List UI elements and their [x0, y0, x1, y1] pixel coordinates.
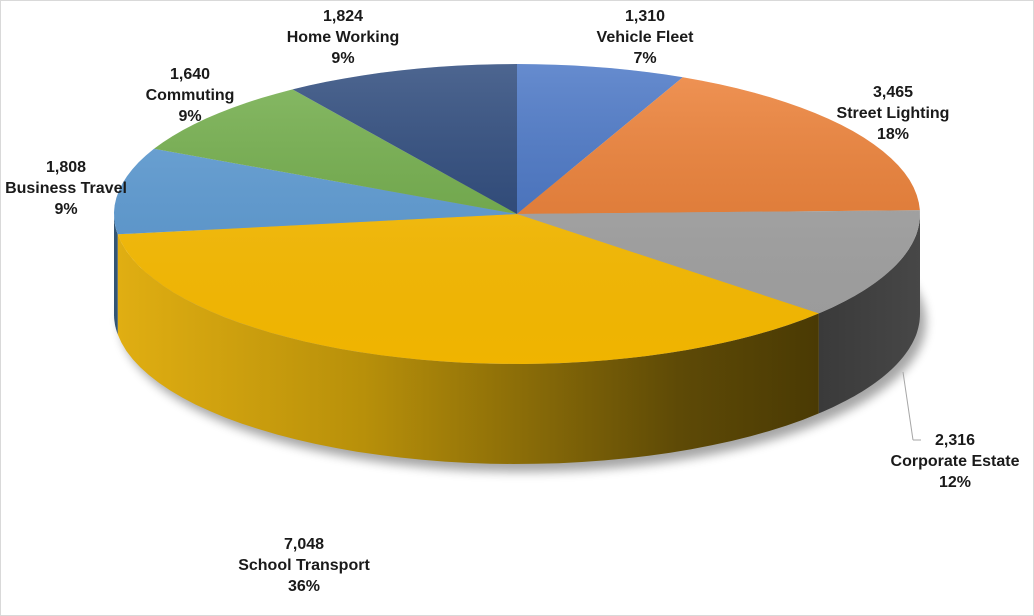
data-label-school-transport: 7,048 School Transport 36%: [238, 534, 370, 597]
label-value: 3,465: [872, 84, 914, 101]
label-value: 1,640: [169, 66, 211, 83]
label-category: Home Working: [286, 29, 400, 46]
label-percent: 9%: [54, 201, 78, 218]
label-value: 1,310: [624, 8, 666, 25]
label-value: 7,048: [283, 536, 325, 553]
label-value: 2,316: [934, 432, 976, 449]
label-value: 1,824: [322, 8, 364, 25]
label-percent: 9%: [178, 108, 202, 125]
label-percent: 36%: [287, 578, 321, 595]
data-label-street-lighting: 3,465 Street Lighting 18%: [837, 82, 950, 145]
label-category: Business Travel: [5, 180, 127, 197]
label-percent: 9%: [331, 50, 355, 67]
label-category: Corporate Estate: [890, 453, 1020, 470]
label-percent: 18%: [876, 126, 910, 143]
pie-side-school-transport[interactable]: [117, 234, 819, 464]
label-percent: 12%: [938, 474, 972, 491]
data-label-home-working: 1,824 Home Working 9%: [287, 6, 400, 69]
label-category: School Transport: [238, 557, 370, 574]
pie-body: [114, 64, 926, 472]
label-category: Commuting: [145, 87, 235, 104]
label-value: 1,808: [45, 159, 87, 176]
data-label-commuting: 1,640 Commuting 9%: [146, 64, 235, 127]
label-percent: 7%: [633, 50, 657, 67]
label-category: Street Lighting: [836, 105, 950, 122]
data-label-vehicle-fleet: 1,310 Vehicle Fleet 7%: [597, 6, 694, 69]
label-category: Vehicle Fleet: [596, 29, 694, 46]
data-label-corporate-estate: 2,316 Corporate Estate 12%: [891, 430, 1020, 493]
data-label-business-travel: 1,808 Business Travel 9%: [5, 157, 127, 220]
leader-line-corporate-estate: [902, 371, 914, 441]
